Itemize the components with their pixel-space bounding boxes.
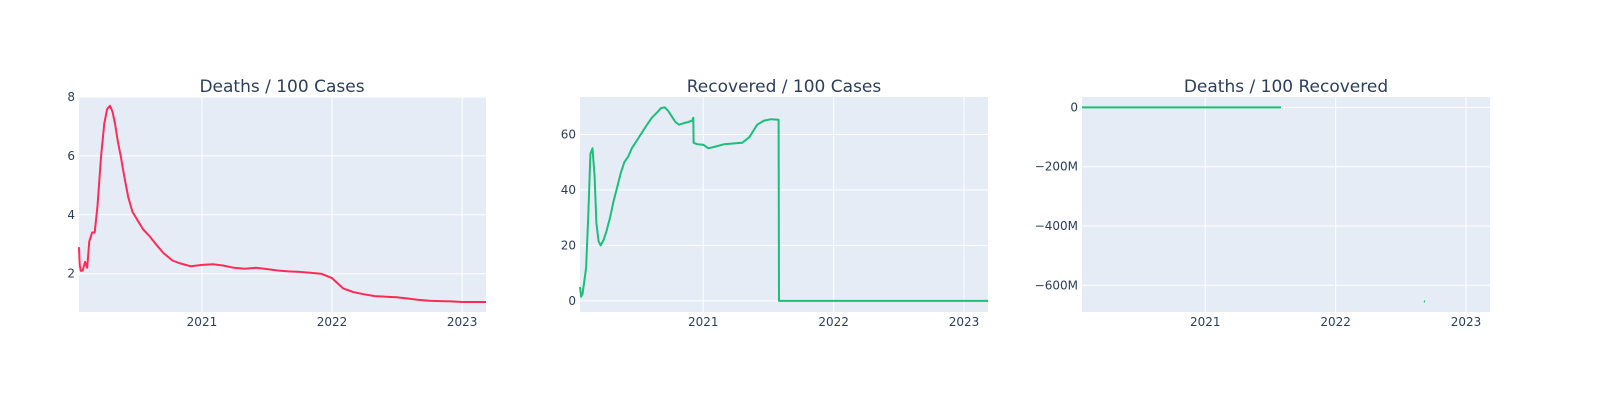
series-line-1 (579, 106, 988, 302)
series-lines (579, 106, 988, 302)
y-tick-label: 2 (67, 267, 75, 281)
x-tick-label: 2023 (447, 315, 478, 329)
x-tick-label: 2022 (317, 315, 348, 329)
x-tick-label: 2021 (688, 315, 719, 329)
x-tick-label: 2021 (187, 315, 218, 329)
y-tick-label: −400M (1035, 219, 1078, 233)
chart-title: Recovered / 100 Cases (687, 77, 882, 97)
y-tick-label: 6 (67, 149, 75, 163)
y-tick-label: 0 (1070, 100, 1078, 114)
chart-panel-deaths-per-100-recovered: 2021 2022 2023 0 −200M −400M −600M Deaths / 1… (1035, 77, 1490, 329)
y-tick-label: 20 (561, 238, 576, 252)
y-tick-label: 8 (67, 90, 75, 104)
series-lines (1082, 106, 1426, 303)
gridlines (580, 97, 988, 312)
y-tick-label: 0 (568, 294, 576, 308)
x-tick-label: 2023 (1451, 315, 1482, 329)
y-axis-ticks: 0 20 40 60 (561, 127, 576, 307)
gridlines (79, 96, 486, 312)
y-axis-ticks: 2 4 6 8 (67, 90, 75, 281)
x-tick-label: 2022 (818, 315, 849, 329)
plot-area (580, 97, 988, 312)
x-axis-ticks: 2021 2022 2023 (1190, 315, 1481, 329)
y-tick-label: 40 (561, 183, 576, 197)
chart-title: Deaths / 100 Cases (199, 77, 364, 97)
y-tick-label: −600M (1035, 278, 1078, 292)
y-tick-label: −200M (1035, 160, 1078, 174)
x-axis-ticks: 2021 2022 2023 (688, 315, 979, 329)
y-tick-label: 4 (67, 208, 75, 222)
x-tick-label: 2022 (1320, 315, 1351, 329)
plot-area (1082, 97, 1490, 312)
plot-area (79, 97, 486, 312)
chart-panel-recovered-per-100-cases: 2021 2022 2023 0 20 40 60 Recovered / 100 Cas… (561, 77, 988, 329)
series-line-1 (78, 104, 486, 303)
series-lines (78, 104, 486, 303)
x-tick-label: 2021 (1190, 315, 1221, 329)
gridlines (1082, 97, 1490, 312)
x-axis-ticks: 2021 2022 2023 (187, 315, 478, 329)
y-axis-ticks: 0 −200M −400M −600M (1035, 100, 1078, 292)
chart-panel-deaths-per-100-cases: 2021 2022 2023 2 4 6 8 Deaths / 100 Cases (67, 77, 486, 329)
chart-title: Deaths / 100 Recovered (1184, 77, 1388, 97)
y-tick-label: 60 (561, 127, 576, 141)
x-tick-label: 2023 (949, 315, 980, 329)
